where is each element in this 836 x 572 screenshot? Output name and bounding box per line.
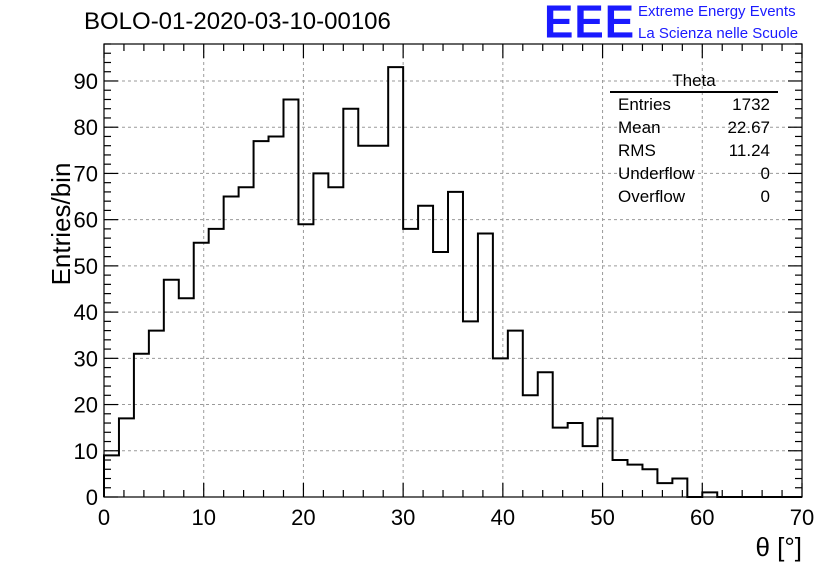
plot-frame bbox=[103, 43, 803, 498]
x-axis-label: θ [°] bbox=[755, 532, 802, 562]
stats-label: Mean bbox=[618, 118, 661, 137]
stats-label: Underflow bbox=[618, 164, 695, 183]
y-tick-label: 80 bbox=[74, 115, 98, 140]
x-tick-label: 10 bbox=[191, 505, 215, 530]
stats-value: 0 bbox=[760, 187, 770, 206]
x-tick-label: 60 bbox=[690, 505, 714, 530]
stats-value: 1732 bbox=[732, 95, 770, 114]
stats-row-rms: RMS 11.24 bbox=[610, 139, 778, 162]
y-tick-label: 20 bbox=[74, 393, 98, 418]
stats-box: Theta Entries 1732 Mean 22.67 RMS 11.24 … bbox=[610, 70, 778, 208]
x-tick-label: 30 bbox=[391, 505, 415, 530]
tick-labels: 0 10 20 30 40 50 60 70 0 10 20 30 40 50 60 70 80 90 bbox=[74, 69, 815, 530]
x-tick-label: 20 bbox=[291, 505, 315, 530]
histogram-line bbox=[103, 66, 802, 498]
x-tick-label: 50 bbox=[590, 505, 614, 530]
stats-value: 22.67 bbox=[727, 118, 770, 137]
y-axis-label: Entries/bin bbox=[46, 162, 76, 286]
y-tick-label: 90 bbox=[74, 69, 98, 94]
stats-row-entries: Entries 1732 bbox=[610, 93, 778, 116]
y-tick-label: 70 bbox=[74, 161, 98, 186]
eee-logo: EEE bbox=[544, 0, 636, 49]
y-tick-label: 60 bbox=[74, 208, 98, 233]
stats-title: Theta bbox=[610, 70, 778, 93]
x-tick-label: 40 bbox=[491, 505, 515, 530]
y-tick-label: 0 bbox=[86, 485, 98, 510]
stats-label: Entries bbox=[618, 95, 671, 114]
stats-label: RMS bbox=[618, 141, 656, 160]
stats-row-mean: Mean 22.67 bbox=[610, 116, 778, 139]
stats-row-overflow: Overflow 0 bbox=[610, 185, 778, 208]
brand-line-2: La Scienza nelle Scuole bbox=[638, 25, 799, 42]
histogram-outline bbox=[103, 66, 802, 498]
stats-row-underflow: Underflow 0 bbox=[610, 162, 778, 185]
stats-label: Overflow bbox=[618, 187, 686, 206]
x-tick-label: 0 bbox=[98, 505, 110, 530]
stats-value: 0 bbox=[760, 164, 770, 183]
brand-line-1: Extreme Energy Events bbox=[638, 3, 796, 20]
grid-lines bbox=[104, 44, 802, 497]
stats-value: 11.24 bbox=[728, 141, 770, 160]
x-tick-label: 70 bbox=[790, 505, 814, 530]
y-tick-label: 10 bbox=[74, 439, 98, 464]
y-tick-label: 40 bbox=[74, 300, 98, 325]
y-tick-label: 30 bbox=[74, 346, 98, 371]
run-title: BOLO-01-2020-03-10-00106 bbox=[84, 8, 391, 35]
y-tick-label: 50 bbox=[74, 254, 98, 279]
axes bbox=[103, 43, 803, 498]
